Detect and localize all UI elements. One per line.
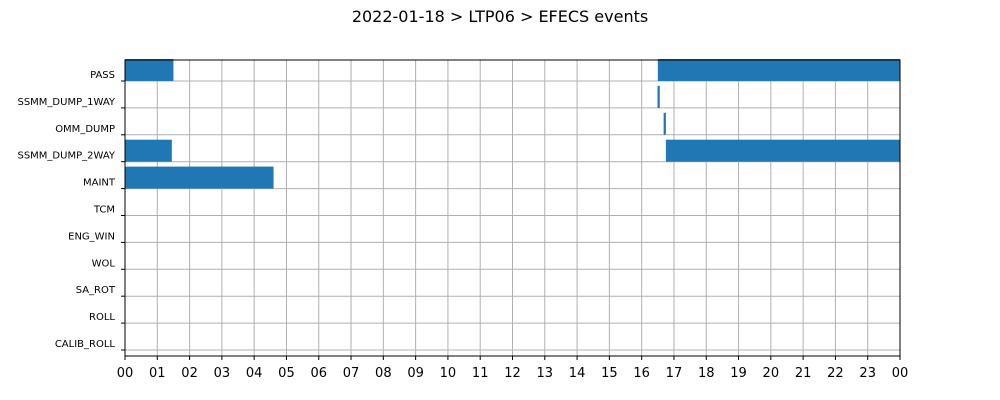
event-bar-omm-dump	[663, 112, 666, 135]
event-bar-ssmm-dump-1way	[657, 85, 660, 108]
y-tick-label: ENG_WIN	[68, 231, 115, 242]
x-tick-label: 16	[633, 366, 650, 381]
event-bar-pass	[657, 58, 900, 81]
x-tick-label: 06	[310, 366, 327, 381]
y-tick-label: OMM_DUMP	[55, 124, 115, 135]
x-tick-label: 01	[149, 366, 166, 381]
event-bar-maint	[125, 166, 274, 189]
x-tick-label: 17	[666, 366, 683, 381]
x-tick-label: 03	[214, 366, 231, 381]
y-tick-label: SSMM_DUMP_1WAY	[17, 97, 115, 108]
x-tick-label: 19	[730, 366, 747, 381]
y-tick-label: PASS	[90, 70, 115, 81]
x-tick-label: 11	[472, 366, 489, 381]
x-tick-label: 08	[375, 366, 392, 381]
y-tick-label: ROLL	[89, 312, 115, 323]
y-tick-label: TCM	[93, 204, 115, 215]
chart-title: 2022-01-18 > LTP06 > EFECS events	[352, 7, 648, 26]
event-bars	[125, 58, 900, 189]
x-tick-label: 20	[763, 366, 780, 381]
x-tick-label: 07	[343, 366, 360, 381]
y-axis-categories: PASS SSMM_DUMP_1WAY OMM_DUMP SSMM_DUMP_2WAY…	[17, 70, 125, 351]
x-tick-label: 13	[537, 366, 554, 381]
x-tick-label: 12	[504, 366, 521, 381]
event-bar-pass	[125, 58, 174, 81]
x-tick-label: 05	[278, 366, 295, 381]
x-tick-label: 09	[407, 366, 424, 381]
x-axis-hours: 00 01 02 03 04 05 06 07 08 09 10 11 12 13 14 15 16 17 18 19…	[117, 356, 909, 381]
x-tick-label: 15	[601, 366, 618, 381]
x-tick-label: 04	[246, 366, 263, 381]
x-tick-label: 00	[117, 366, 134, 381]
x-tick-label: 14	[569, 366, 586, 381]
x-tick-label: 22	[827, 366, 844, 381]
y-tick-label: WOL	[92, 258, 116, 269]
y-tick-label: CALIB_ROLL	[55, 339, 116, 350]
y-tick-label: SSMM_DUMP_2WAY	[17, 151, 115, 162]
x-tick-label: 02	[181, 366, 198, 381]
x-tick-label: 00	[892, 366, 909, 381]
x-tick-label: 18	[698, 366, 715, 381]
event-bar-ssmm-dump-2way	[125, 139, 172, 162]
y-tick-label: MAINT	[83, 178, 116, 189]
y-tick-label: SA_ROT	[76, 285, 116, 296]
x-tick-label: 10	[440, 366, 457, 381]
x-tick-label: 21	[795, 366, 812, 381]
x-tick-label: 23	[859, 366, 876, 381]
event-bar-ssmm-dump-2way	[665, 139, 900, 162]
grid-lines	[124, 60, 901, 356]
